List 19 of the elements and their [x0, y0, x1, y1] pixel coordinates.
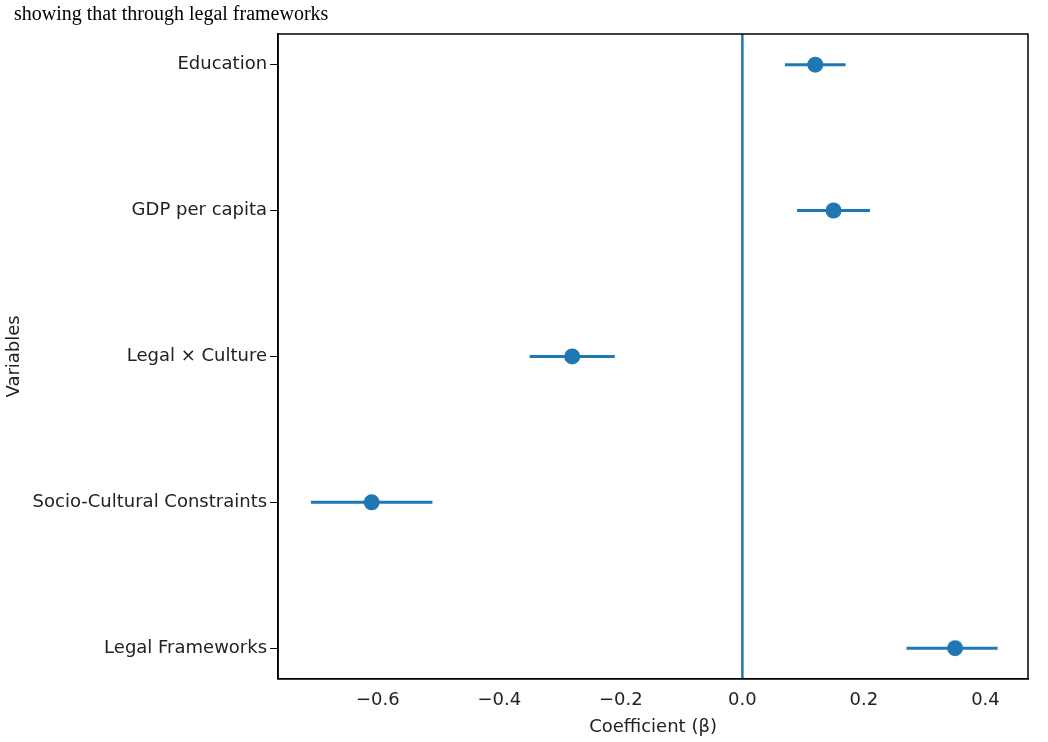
point	[363, 494, 380, 511]
point	[825, 202, 842, 219]
y-axis-title: Variables	[2, 315, 24, 398]
point	[947, 640, 964, 657]
point	[564, 348, 581, 365]
y-tick-label: Education	[177, 52, 268, 74]
text: showing that through legal frameworks	[14, 2, 329, 25]
x-tick-label: 0.4	[971, 688, 1000, 710]
x-axis-title: Coefficient (β)	[589, 714, 717, 736]
y-tick-label: Legal × Culture	[126, 344, 268, 366]
x-tick-label: 0.2	[849, 688, 879, 710]
y-tick-label: Socio-Cultural Constraints	[32, 489, 268, 511]
x-tick-label: −0.6	[355, 688, 400, 710]
x-tick-label: −0.2	[598, 688, 643, 710]
x-tick-label: −0.4	[477, 688, 522, 710]
y-tick-label: Legal Frameworks	[104, 635, 268, 657]
y-tick-label: GDP per capita	[131, 198, 268, 220]
point	[807, 56, 824, 73]
x-tick-label: 0.0	[728, 688, 757, 710]
